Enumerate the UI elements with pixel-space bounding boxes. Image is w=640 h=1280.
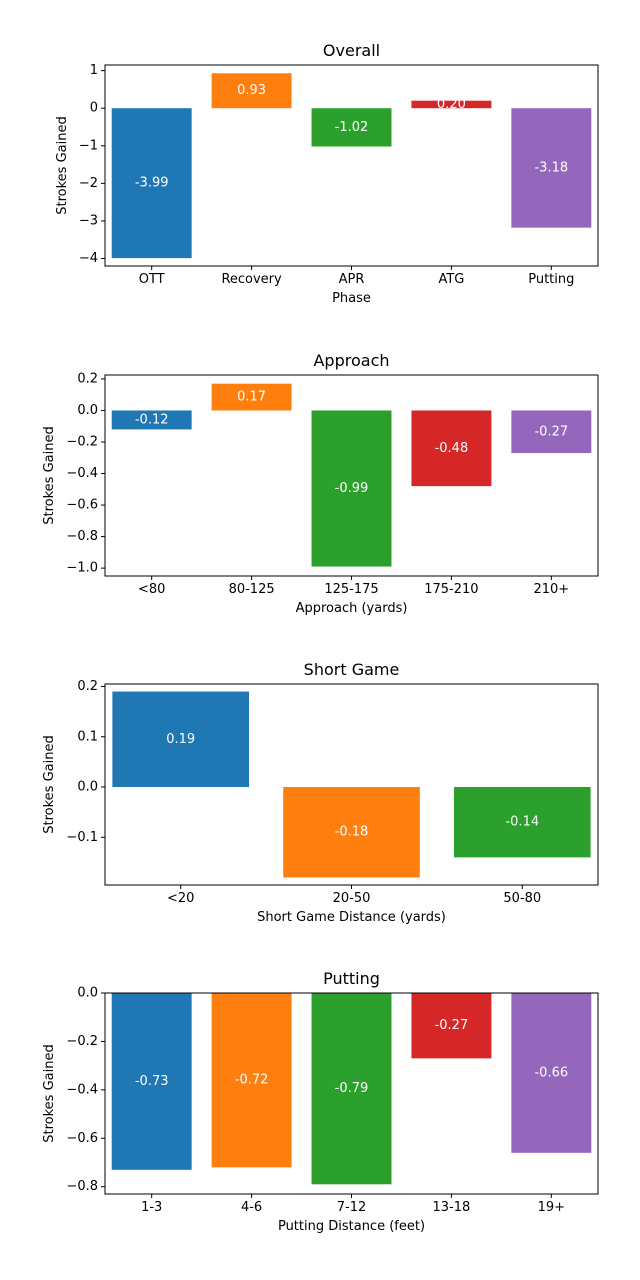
x-tick-label: 175-210 [424,582,478,597]
chart-title: Putting [323,969,380,988]
x-tick-label: 20-50 [333,891,371,906]
chart-title: Approach [313,351,389,370]
y-tick-label: −0.8 [66,1179,98,1194]
y-axis-label: Strokes Gained [55,116,70,214]
chart-title: Overall [323,41,380,60]
bar-0-4 [511,108,592,228]
x-tick-label: 4-6 [241,1200,262,1215]
y-tick-label: −0.2 [66,435,98,450]
y-tick-label: 0 [90,101,98,116]
plot-frame [104,374,599,577]
bar-value-label: -0.99 [335,481,369,496]
x-tick-label: 210+ [533,582,569,597]
bar-value-label: -0.48 [435,441,469,456]
y-tick-label: 0.2 [77,679,98,694]
y-axis-label: Strokes Gained [42,735,57,833]
bar-value-label: -0.72 [235,1073,269,1088]
bar-2-0 [112,691,250,788]
bar-0-0 [111,108,192,259]
x-tick-label: 13-18 [433,1200,471,1215]
bar-value-label: -3.18 [534,160,568,175]
y-axis-label: Strokes Gained [42,1044,57,1142]
bar-value-label: -1.02 [335,120,369,135]
plot-frame [104,992,599,1195]
bar-value-label: 0.19 [166,732,195,747]
bar-1-0 [111,410,192,430]
chart-title: Short Game [304,660,400,679]
x-tick-label: ATG [438,272,464,287]
y-tick-label: 0.0 [77,403,98,418]
bar-2-2 [453,787,591,858]
y-tick-label: −3 [79,213,98,228]
y-tick-label: −0.6 [66,1131,98,1146]
x-tick-label: 1-3 [141,1200,162,1215]
bar-value-label: 0.17 [237,390,266,405]
y-tick-label: 1 [90,63,98,78]
y-tick-label: 0.1 [77,729,98,744]
y-tick-label: 0.0 [77,780,98,795]
y-tick-label: −1 [79,138,98,153]
y-tick-label: −1.0 [66,561,98,576]
y-tick-label: 0.2 [77,371,98,386]
x-tick-label: 19+ [538,1200,565,1215]
y-tick-label: −0.6 [66,498,98,513]
bar-2-1 [283,787,420,878]
bar-value-label: -0.73 [135,1074,169,1089]
x-tick-label: 80-125 [229,582,275,597]
y-tick-label: −0.8 [66,529,98,544]
x-tick-label: APR [339,272,365,287]
y-tick-label: −0.4 [66,466,98,481]
x-tick-label: OTT [139,272,165,287]
y-tick-label: −0.1 [66,830,98,845]
x-tick-label: <80 [138,582,165,597]
plot-frame [104,683,599,886]
x-tick-label: Putting [528,272,574,287]
x-axis-label: Putting Distance (feet) [278,1219,425,1234]
x-tick-label: 125-175 [324,582,378,597]
x-tick-label: <20 [167,891,194,906]
x-axis-label: Approach (yards) [296,601,408,616]
bar-1-4 [511,410,592,454]
bar-value-label: -0.12 [135,412,169,427]
bar-value-label: -0.27 [435,1018,469,1033]
bar-3-4 [511,993,592,1153]
x-tick-label: 50-80 [503,891,541,906]
bar-3-1 [211,993,292,1168]
bar-value-label: -0.18 [335,825,369,840]
y-axis-label: Strokes Gained [42,426,57,524]
x-tick-label: Recovery [221,272,282,287]
bar-value-label: -0.27 [534,424,568,439]
y-tick-label: −4 [79,251,98,266]
bar-3-3 [411,993,492,1059]
x-axis-label: Short Game Distance (yards) [257,910,446,925]
bar-3-2 [311,993,392,1185]
bar-3-0 [111,993,192,1170]
bar-value-label: -0.79 [335,1081,369,1096]
bar-value-label: 0.20 [437,97,466,112]
y-tick-label: 0.0 [77,986,98,1001]
y-tick-label: −0.4 [66,1082,98,1097]
y-tick-label: −2 [79,176,98,191]
bar-1-3 [411,410,492,487]
bar-value-label: -0.66 [534,1065,568,1080]
bar-value-label: -3.99 [135,176,169,191]
plot-frame [104,64,599,267]
bar-value-label: -0.14 [505,815,539,830]
bar-0-2 [311,108,392,147]
y-tick-label: −0.2 [66,1034,98,1049]
x-tick-label: 7-12 [337,1200,367,1215]
bar-value-label: 0.93 [237,83,266,98]
bar-0-3 [411,100,492,109]
bar-1-2 [311,410,392,567]
x-axis-label: Phase [332,291,371,306]
bar-0-1 [211,73,292,109]
bar-1-1 [211,383,292,411]
